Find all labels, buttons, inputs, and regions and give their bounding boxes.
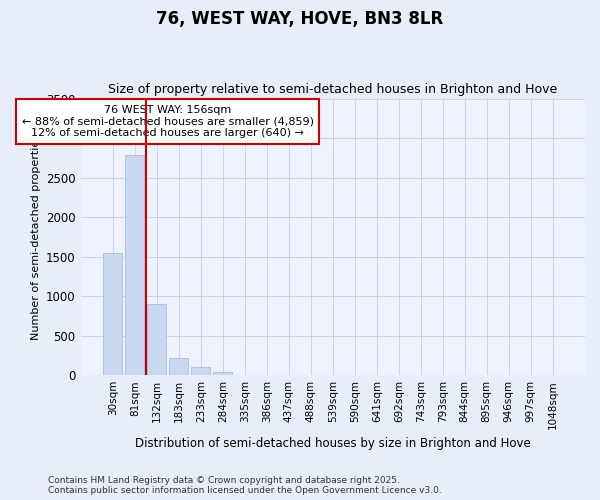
Bar xyxy=(125,156,144,375)
Bar xyxy=(103,254,122,375)
Bar xyxy=(191,368,210,375)
Title: Size of property relative to semi-detached houses in Brighton and Hove: Size of property relative to semi-detach… xyxy=(108,83,557,96)
Y-axis label: Number of semi-detached properties: Number of semi-detached properties xyxy=(31,134,41,340)
Bar xyxy=(148,304,166,375)
Text: 76, WEST WAY, HOVE, BN3 8LR: 76, WEST WAY, HOVE, BN3 8LR xyxy=(157,10,443,28)
Bar xyxy=(214,372,232,375)
Bar xyxy=(169,358,188,375)
Text: Contains HM Land Registry data © Crown copyright and database right 2025.
Contai: Contains HM Land Registry data © Crown c… xyxy=(48,476,442,495)
X-axis label: Distribution of semi-detached houses by size in Brighton and Hove: Distribution of semi-detached houses by … xyxy=(135,437,530,450)
Text: 76 WEST WAY: 156sqm
← 88% of semi-detached houses are smaller (4,859)
12% of sem: 76 WEST WAY: 156sqm ← 88% of semi-detach… xyxy=(22,105,314,138)
